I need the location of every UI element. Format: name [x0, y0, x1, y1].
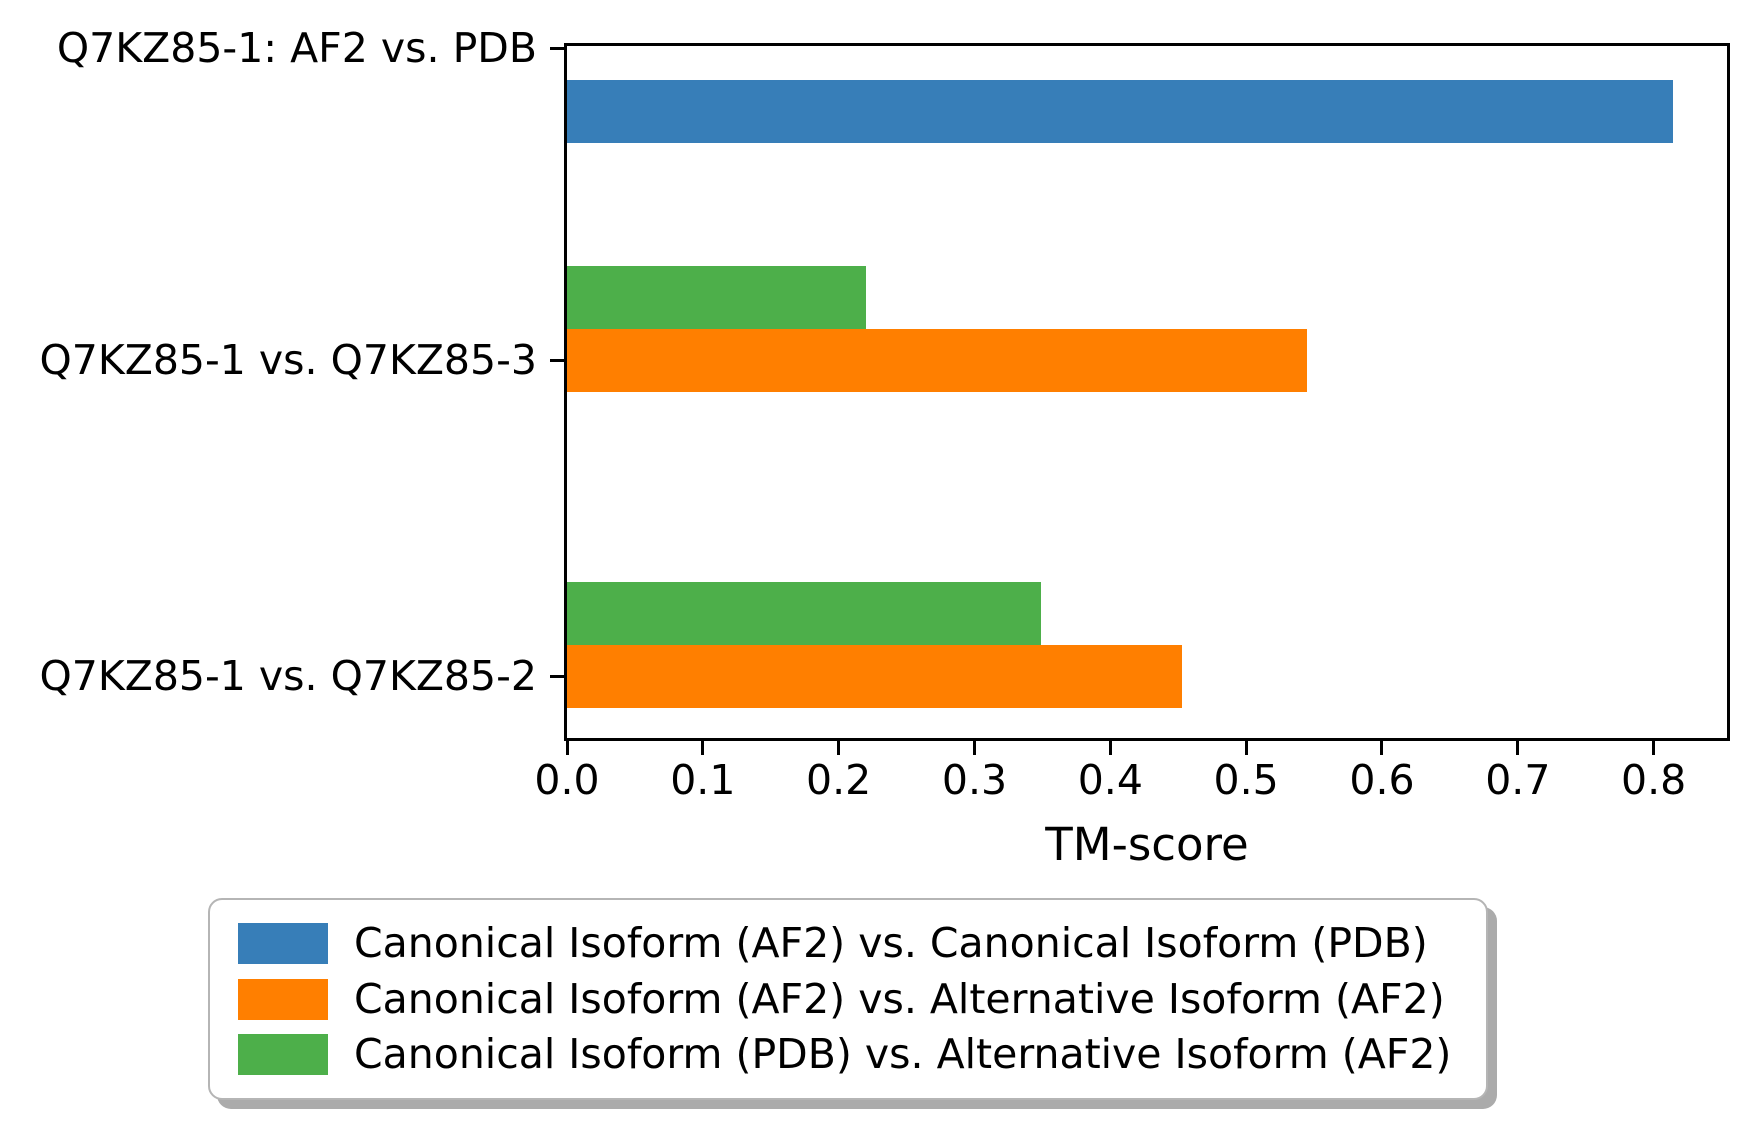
x-tick-mark: [701, 741, 705, 755]
x-tick-label: 0.5: [1213, 756, 1279, 804]
x-tick-mark: [972, 741, 976, 755]
bar-series1-cat1: [567, 328, 1307, 392]
x-tick-label: 0.8: [1621, 756, 1687, 804]
x-tick-label: 0.6: [1349, 756, 1415, 804]
x-tick-mark: [1108, 741, 1112, 755]
y-category-label: Q7KZ85-1 vs. Q7KZ85-3: [39, 336, 538, 384]
bar-series2-cat2: [567, 581, 1041, 645]
x-tick-mark: [1652, 741, 1656, 755]
x-axis-title: TM-score: [1045, 818, 1249, 871]
legend-label: Canonical Isoform (AF2) vs. Alternative …: [354, 974, 1445, 1023]
bar-series0-cat0: [567, 79, 1673, 143]
legend: Canonical Isoform (AF2) vs. Canonical Is…: [208, 898, 1488, 1100]
x-tick-mark: [1244, 741, 1248, 755]
x-tick-label: 0.4: [1077, 756, 1143, 804]
x-tick-mark: [1516, 741, 1520, 755]
bar-series2-cat1: [567, 265, 866, 329]
legend-row-0: Canonical Isoform (AF2) vs. Canonical Is…: [238, 916, 1458, 971]
y-category-label: Q7KZ85-1: AF2 vs. PDB: [56, 24, 537, 72]
x-tick-label: 0.1: [670, 756, 736, 804]
y-category-label: Q7KZ85-1 vs. Q7KZ85-2: [39, 652, 538, 700]
x-tick-label: 0.7: [1485, 756, 1551, 804]
x-tick-label: 0.2: [806, 756, 872, 804]
y-tick-mark: [550, 674, 564, 678]
plot-area: [564, 43, 1730, 741]
x-tick-label: 0.0: [534, 756, 600, 804]
y-tick-mark: [550, 46, 564, 50]
legend-row-1: Canonical Isoform (AF2) vs. Alternative …: [238, 972, 1458, 1027]
legend-row-2: Canonical Isoform (PDB) vs. Alternative …: [238, 1027, 1458, 1082]
legend-swatch-icon: [238, 1034, 328, 1075]
bar-series1-cat2: [567, 644, 1182, 708]
legend-label: Canonical Isoform (PDB) vs. Alternative …: [354, 1030, 1452, 1078]
legend-swatch-icon: [238, 923, 328, 964]
x-tick-label: 0.3: [941, 756, 1008, 804]
legend-swatch-icon: [238, 978, 328, 1020]
y-tick-mark: [550, 358, 564, 362]
x-tick-mark: [1380, 741, 1384, 755]
x-tick-mark: [837, 741, 841, 755]
legend-label: Canonical Isoform (AF2) vs. Canonical Is…: [354, 919, 1428, 967]
x-tick-mark: [565, 741, 569, 755]
